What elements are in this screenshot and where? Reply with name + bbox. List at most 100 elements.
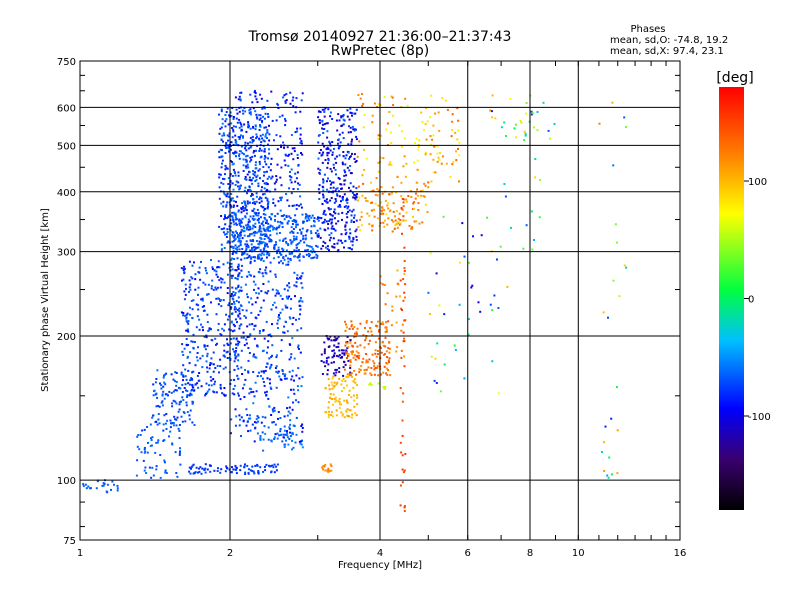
scatter-point — [215, 391, 218, 394]
scatter-point — [244, 463, 246, 466]
scatter-point — [326, 245, 329, 248]
scatter-point — [333, 246, 336, 249]
scatter-point — [335, 354, 338, 357]
scatter-point — [250, 257, 253, 260]
scatter-point — [234, 350, 237, 352]
scatter-point — [400, 329, 403, 332]
scatter-point — [424, 203, 427, 206]
scatter-point — [265, 219, 268, 222]
scatter-point — [283, 159, 286, 162]
scatter-point — [332, 181, 335, 184]
scatter-point — [206, 370, 209, 373]
scatter-point — [351, 345, 354, 348]
scatter-point — [299, 133, 302, 136]
scatter-point — [230, 222, 233, 225]
scatter-point — [228, 328, 231, 331]
scatter-point — [338, 177, 341, 180]
scatter-point — [364, 372, 367, 375]
scatter-point — [168, 390, 171, 393]
scatter-point — [553, 123, 556, 125]
scatter-point — [290, 252, 293, 255]
scatter-point — [258, 163, 261, 166]
scatter-point — [351, 138, 353, 141]
scatter-point — [195, 356, 198, 359]
scatter-point — [189, 472, 192, 475]
scatter-point — [201, 354, 204, 357]
scatter-point — [211, 268, 214, 270]
scatter-point — [230, 262, 233, 265]
scatter-point — [356, 199, 359, 202]
scatter-point — [374, 349, 377, 352]
scatter-point — [344, 344, 347, 347]
scatter-points — [82, 89, 628, 512]
scatter-point — [342, 155, 345, 157]
scatter-point — [242, 336, 245, 339]
scatter-point — [267, 426, 270, 429]
scatter-point — [252, 219, 255, 221]
scatter-point — [344, 240, 347, 243]
scatter-point — [221, 118, 224, 121]
scatter-point — [290, 152, 293, 155]
scatter-point — [268, 240, 271, 243]
scatter-point — [247, 417, 250, 420]
scatter-point — [226, 134, 229, 137]
scatter-point — [255, 98, 258, 101]
scatter-point — [532, 112, 535, 115]
scatter-point — [376, 188, 379, 190]
scatter-point — [339, 205, 342, 208]
scatter-point — [335, 383, 338, 386]
scatter-point — [237, 234, 240, 236]
scatter-point — [387, 347, 390, 350]
scatter-point — [234, 464, 237, 467]
scatter-point — [429, 153, 432, 156]
scatter-point — [337, 335, 340, 338]
scatter-point — [433, 145, 436, 148]
scatter-point — [429, 135, 432, 137]
scatter-point — [222, 393, 225, 396]
scatter-point — [221, 392, 224, 395]
scatter-point — [267, 280, 270, 283]
scatter-point — [299, 203, 302, 206]
scatter-point — [225, 465, 228, 468]
scatter-point — [284, 373, 287, 376]
scatter-point — [360, 215, 363, 218]
scatter-point — [270, 414, 273, 416]
scatter-point — [308, 219, 311, 222]
scatter-point — [258, 129, 261, 131]
scatter-point — [363, 346, 366, 349]
scatter-point — [240, 349, 243, 352]
scatter-point — [220, 334, 223, 336]
scatter-point — [301, 300, 304, 303]
scatter-point — [331, 415, 334, 418]
scatter-point — [382, 323, 385, 326]
scatter-point — [190, 340, 193, 343]
scatter-point — [84, 483, 87, 486]
scatter-point — [285, 99, 288, 102]
scatter-point — [167, 394, 169, 397]
scatter-point — [219, 148, 222, 151]
scatter-point — [186, 390, 189, 393]
scatter-point — [232, 116, 235, 118]
scatter-point — [223, 227, 226, 230]
scatter-point — [254, 171, 257, 174]
scatter-point — [270, 356, 273, 358]
scatter-point — [351, 416, 353, 419]
scatter-point — [327, 338, 330, 341]
scatter-point — [240, 289, 243, 292]
scatter-point — [193, 389, 196, 392]
scatter-point — [400, 484, 402, 487]
scatter-point — [300, 327, 303, 330]
scatter-point — [249, 189, 252, 192]
scatter-point — [356, 155, 359, 158]
scatter-point — [276, 220, 279, 223]
scatter-point — [263, 157, 266, 160]
scatter-point — [399, 441, 402, 444]
scatter-point — [289, 102, 292, 105]
scatter-point — [225, 195, 228, 198]
stats-heading: Phases — [630, 24, 665, 35]
scatter-point — [337, 212, 340, 215]
scatter-point — [369, 382, 372, 385]
scatter-point — [307, 217, 310, 220]
scatter-point — [235, 415, 238, 418]
scatter-point — [363, 113, 366, 116]
